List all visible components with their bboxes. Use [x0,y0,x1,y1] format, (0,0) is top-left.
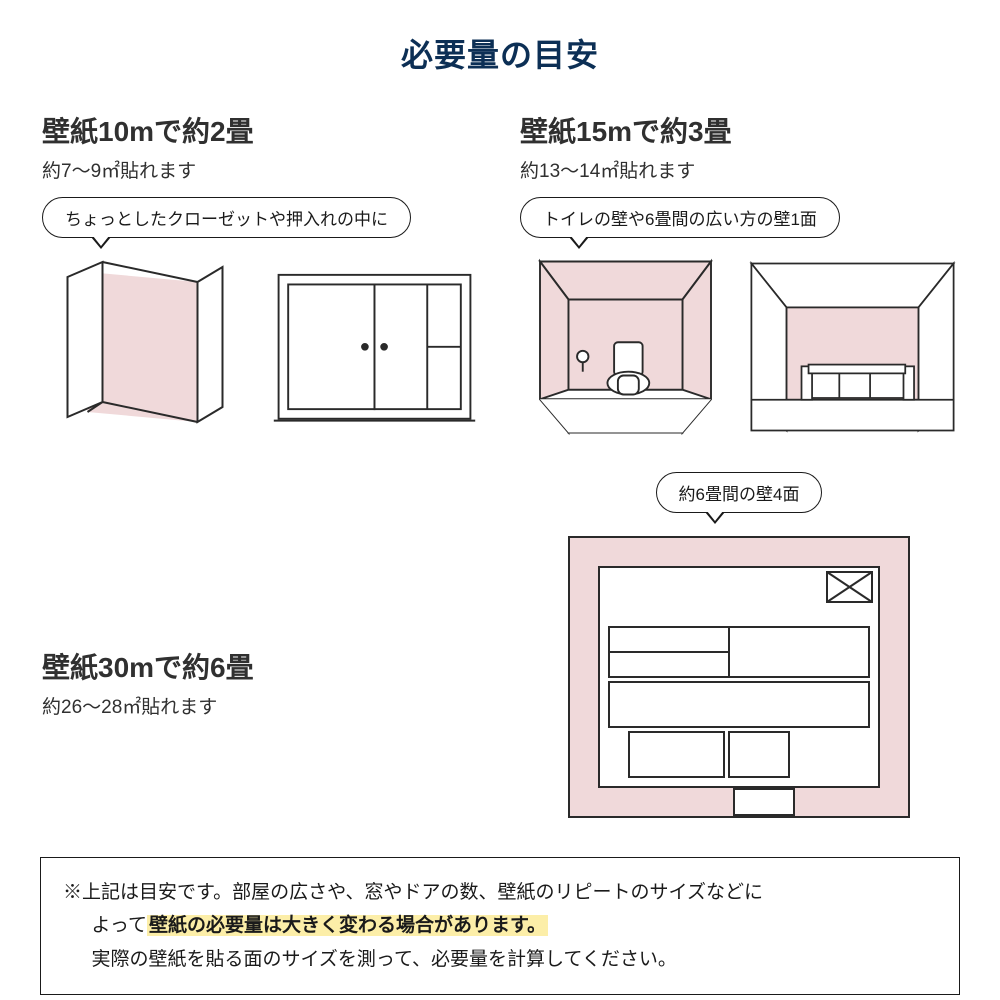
note-line-3: 実際の壁紙を貼る面のサイズを測って、必要量を計算してください。 [63,943,937,976]
living-wall-icon [747,252,958,442]
section-15m: 壁紙15mで約3畳 約13～14㎡貼れます トイレの壁や6畳間の広い方の壁1面 [520,110,958,442]
sub-30m: 約26～28㎡貼れます [42,692,480,719]
illus-row-30m [520,527,958,827]
heading-15m: 壁紙15mで約3畳 [520,110,958,150]
note-highlight: 壁紙の必要量は大きく変わる場合があります。 [147,915,548,936]
note-line-2-prefix: よって [92,915,147,936]
caption-bubble-15m: トイレの壁や6畳間の広い方の壁1面 [520,197,840,238]
heading-10m: 壁紙10mで約2畳 [42,110,480,150]
section-10m: 壁紙10mで約2畳 約7～9㎡貼れます ちょっとしたクローゼットや押入れの中に [42,110,480,442]
note-box: ※上記は目安です。部屋の広さや、窓やドアの数、壁紙のリピートのサイズなどに よっ… [40,857,960,995]
content-grid: 壁紙10mで約2畳 約7～9㎡貼れます ちょっとしたクローゼットや押入れの中に [30,110,970,827]
section-30m-illus: 約6畳間の壁4面 [520,472,958,827]
note-line-1: ※上記は目安です。部屋の広さや、窓やドアの数、壁紙のリピートのサイズなどに [63,876,937,909]
note-line-2: よって壁紙の必要量は大きく変わる場合があります。 [63,909,937,942]
sub-15m: 約13～14㎡貼れます [520,156,958,183]
illus-row-10m [42,252,480,432]
caption-bubble-10m: ちょっとしたクローゼットや押入れの中に [42,197,411,238]
section-30m: 壁紙30mで約6畳 約26～28㎡貼れます [42,472,480,827]
sliding-closet-icon [269,252,480,432]
illus-row-15m [520,252,958,442]
page-title: 必要量の目安 [30,30,970,76]
caption-bubble-30m: 約6畳間の壁4面 [656,472,823,513]
room-topdown-icon [559,527,919,827]
closet-icon [42,252,253,432]
sub-10m: 約7～9㎡貼れます [42,156,480,183]
heading-30m: 壁紙30mで約6畳 [42,646,480,686]
toilet-room-icon [520,252,731,442]
